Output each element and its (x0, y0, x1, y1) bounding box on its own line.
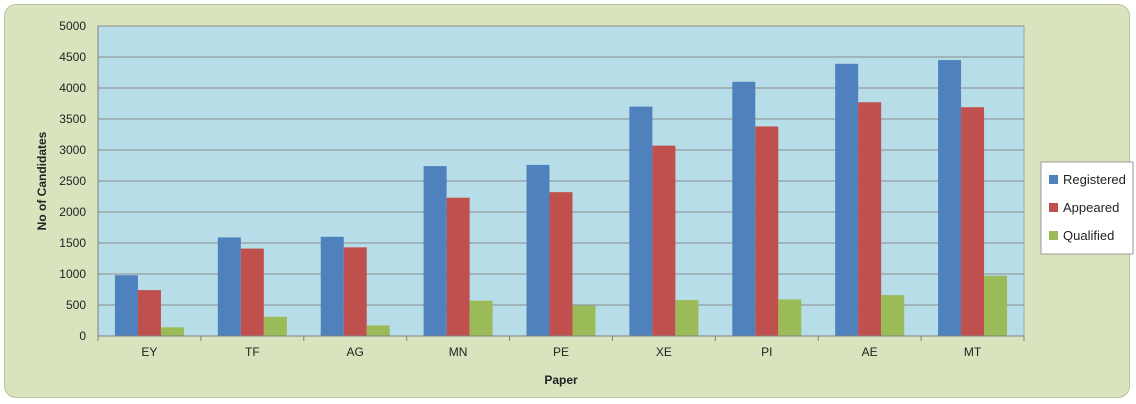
bars (114, 60, 1008, 336)
x-tick-label: EY (141, 345, 157, 359)
bar-appeared-ey (137, 290, 161, 336)
bar-qualified-ae (881, 295, 905, 336)
y-tick-label: 4500 (59, 50, 86, 64)
legend-swatch-appeared (1049, 203, 1058, 212)
x-tick-label: XE (656, 345, 672, 359)
x-axis-title: Paper (544, 373, 578, 387)
bar-registered-ey (114, 275, 138, 336)
bar-qualified-pe (572, 305, 596, 336)
bar-registered-pi (732, 81, 756, 336)
y-tick-label: 4000 (59, 81, 86, 95)
y-tick-label: 3000 (59, 143, 86, 157)
x-tick-label: PI (761, 345, 772, 359)
bar-registered-xe (629, 106, 653, 336)
x-tick-label: PE (553, 345, 569, 359)
y-tick-label: 1000 (59, 267, 86, 281)
y-tick-labels: 0 500 1000 1500 2000 2500 3000 3500 4000 4500 5000 (59, 19, 86, 343)
bar-appeared-ae (858, 102, 882, 336)
legend-label-appeared: Appeared (1063, 200, 1119, 215)
bar-qualified-mn (469, 300, 493, 336)
bar-qualified-xe (675, 300, 699, 336)
y-tick-label: 2000 (59, 205, 86, 219)
legend: Registered Appeared Qualified (1040, 161, 1134, 255)
y-tick-label: 2500 (59, 174, 86, 188)
y-axis-title: No of Candidates (35, 131, 49, 230)
bar-qualified-pi (778, 299, 802, 336)
bar-registered-mt (938, 60, 962, 336)
x-tick-label: AG (347, 345, 364, 359)
bar-qualified-mt (984, 275, 1008, 336)
x-tick-label: AE (862, 345, 878, 359)
legend-swatch-registered (1049, 175, 1058, 184)
x-tick-labels: EY TF AG MN PE XE PI AE MT (97, 336, 1025, 359)
y-tick-label: 500 (66, 298, 86, 312)
bar-appeared-mt (961, 107, 985, 336)
bar-qualified-ey (160, 327, 184, 336)
bar-appeared-mn (446, 197, 470, 336)
legend-swatch-qualified (1049, 231, 1058, 240)
bar-registered-tf (217, 237, 241, 336)
x-tick-label: TF (245, 345, 260, 359)
legend-label-qualified: Qualified (1063, 228, 1114, 243)
bar-qualified-ag (366, 325, 390, 336)
y-tick-label: 5000 (59, 19, 86, 33)
bar-appeared-tf (240, 248, 264, 336)
bar-appeared-ag (343, 247, 367, 336)
bar-registered-ae (835, 63, 859, 336)
bar-appeared-pe (549, 192, 573, 336)
y-tick-label: 0 (79, 329, 86, 343)
bar-registered-pe (526, 164, 550, 336)
x-tick-label: MN (449, 345, 468, 359)
bar-registered-ag (320, 236, 344, 336)
bar-appeared-xe (652, 145, 676, 336)
x-tick-label: MT (964, 345, 982, 359)
bar-appeared-pi (755, 126, 779, 336)
legend-label-registered: Registered (1063, 172, 1126, 187)
bar-registered-mn (423, 166, 447, 336)
y-tick-label: 1500 (59, 236, 86, 250)
y-tick-label: 3500 (59, 112, 86, 126)
bar-qualified-tf (263, 316, 287, 336)
